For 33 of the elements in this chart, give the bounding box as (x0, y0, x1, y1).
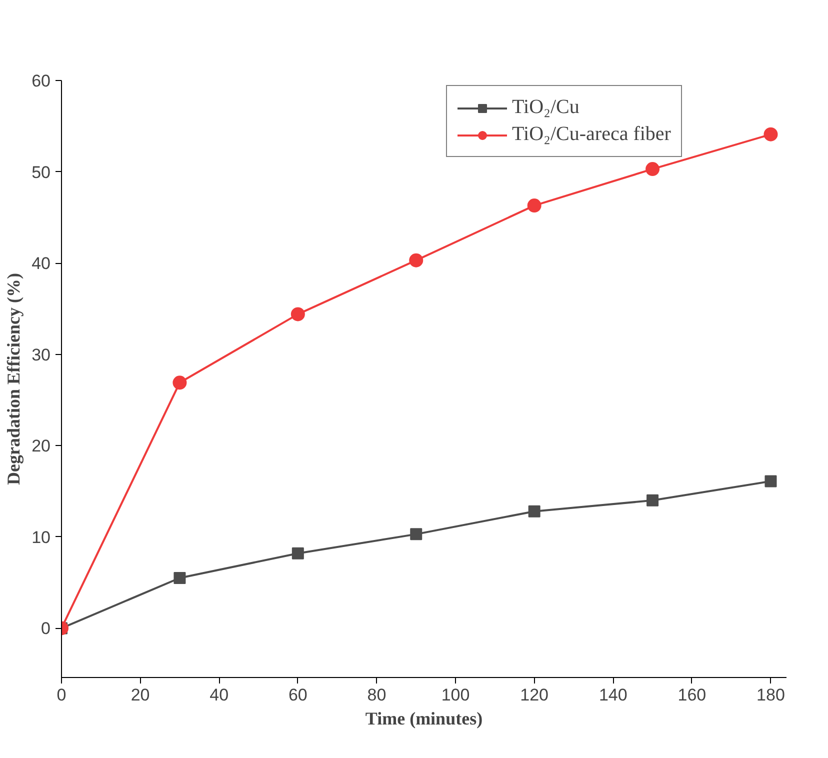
y-axis-title: Degradation Efficiency (%) (4, 273, 24, 485)
point (646, 162, 660, 176)
y-tick-label: 40 (32, 254, 51, 274)
point (410, 528, 422, 540)
point (764, 475, 777, 488)
x-tick-label: 160 (678, 686, 706, 704)
point (528, 505, 540, 518)
x-tick-label: 120 (520, 686, 549, 704)
y-tick-label: 0 (41, 619, 51, 638)
x-tick-label: 40 (210, 686, 229, 704)
x-tick-label: 180 (756, 686, 785, 704)
point (174, 572, 186, 584)
x-tick-label: 0 (56, 686, 66, 704)
y-tick-label: 50 (32, 162, 51, 182)
y-tick-label: 60 (32, 72, 51, 90)
legend-label: TiO₂/Cu-areca fiber (512, 123, 671, 146)
x-tick-label: 100 (441, 686, 470, 704)
point (527, 198, 542, 213)
x-tick-label: 140 (598, 686, 628, 704)
y-tick-label: 10 (32, 528, 51, 547)
legend-label: TiO₂/Cu (512, 96, 580, 119)
x-tick-label: 80 (367, 686, 386, 704)
x-axis-title: Time (minutes) (365, 708, 483, 728)
y-tick-label: 20 (32, 436, 51, 456)
point (290, 307, 305, 322)
point (172, 376, 187, 390)
point (409, 253, 424, 268)
point (292, 547, 304, 560)
point (646, 494, 659, 506)
x-tick-label: 60 (288, 686, 308, 704)
y-tick-label: 30 (32, 345, 51, 364)
point (764, 127, 778, 142)
x-tick-label: 20 (130, 686, 150, 704)
